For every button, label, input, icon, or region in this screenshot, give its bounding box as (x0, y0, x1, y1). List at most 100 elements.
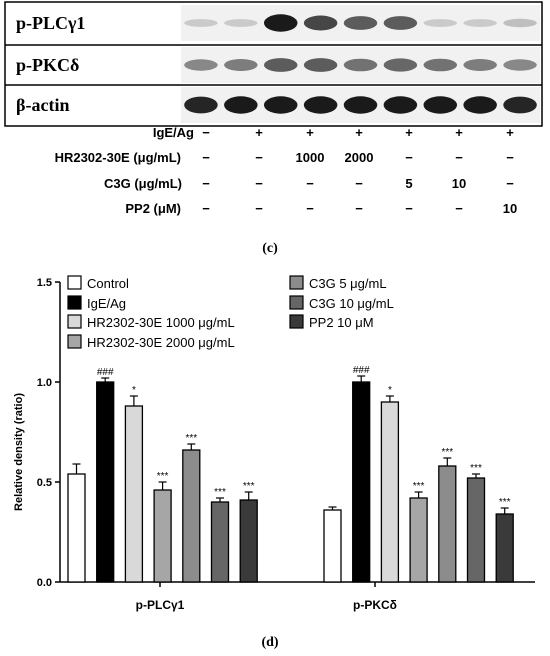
blot-band (463, 59, 497, 71)
legend-swatch (289, 275, 304, 290)
condition-label: C3G (μg/mL) (104, 176, 182, 191)
condition-value: − (306, 201, 314, 216)
legend-label: IgE/Ag (87, 296, 126, 311)
panel-label-c: (c) (262, 241, 278, 256)
blot-band (263, 58, 298, 72)
blot-band (423, 19, 458, 27)
bar (67, 473, 86, 583)
bar (466, 477, 486, 583)
x-tick-label: p-PLCγ1 (136, 598, 185, 612)
legend-swatch (67, 314, 82, 329)
condition-value: − (405, 201, 413, 216)
bar (210, 501, 230, 583)
y-axis-label: Relative density (ratio) (13, 393, 25, 511)
condition-label: HR2302-30E (μg/mL) (55, 150, 181, 165)
legend-label: C3G 10 μg/mL (309, 296, 394, 311)
bar (409, 497, 428, 583)
bar (495, 513, 514, 583)
condition-value: − (506, 150, 514, 165)
blot-band (303, 15, 338, 31)
condition-value: 10 (503, 201, 517, 216)
condition-value: 2000 (345, 150, 374, 165)
condition-value: − (355, 176, 363, 191)
blot-band (224, 59, 258, 71)
condition-value: + (255, 125, 263, 140)
legend-swatch (67, 275, 82, 290)
bar (153, 489, 172, 583)
blot-row-label: p-PKCδ (16, 55, 79, 75)
condition-value: + (506, 125, 514, 140)
condition-value: − (306, 176, 314, 191)
significance-label: * (132, 385, 136, 396)
condition-value: − (255, 176, 263, 191)
condition-value: 1000 (296, 150, 325, 165)
panel-label-d: (d) (261, 635, 278, 650)
blot-row-label: β-actin (16, 95, 69, 115)
condition-value: + (405, 125, 413, 140)
blot-band (184, 19, 218, 27)
legend-swatch (289, 314, 304, 329)
condition-value: − (455, 150, 463, 165)
condition-value: − (255, 150, 263, 165)
blot-band (503, 59, 537, 71)
blot-band (303, 58, 338, 72)
significance-label: * (388, 385, 392, 396)
bar (323, 509, 342, 583)
significance-label: ### (97, 367, 114, 378)
blot-band (224, 19, 258, 27)
bar (239, 499, 258, 583)
blot-band (184, 96, 218, 114)
condition-value: − (202, 125, 210, 140)
condition-value: − (405, 150, 413, 165)
bar (96, 381, 115, 583)
blot-row-label: p-PLCγ1 (16, 13, 85, 33)
condition-value: − (455, 201, 463, 216)
legend-label: HR2302-30E 1000 μg/mL (87, 315, 235, 330)
y-tick-label: 1.5 (37, 277, 52, 289)
bar (438, 465, 457, 583)
blot-band (423, 96, 458, 114)
blot-band (383, 58, 418, 72)
condition-value: − (355, 201, 363, 216)
y-tick-label: 0.0 (37, 577, 52, 589)
bar (182, 449, 201, 583)
bar (380, 401, 400, 583)
condition-value: − (202, 150, 210, 165)
condition-value: 5 (405, 176, 412, 191)
blot-band (383, 16, 418, 30)
significance-label: *** (441, 447, 453, 458)
condition-value: − (255, 201, 263, 216)
blot-band (303, 96, 338, 114)
significance-label: ### (353, 365, 370, 376)
blot-band (463, 19, 497, 27)
significance-label: *** (185, 433, 197, 444)
blot-band (263, 14, 298, 32)
legend-label: HR2302-30E 2000 μg/mL (87, 335, 235, 350)
condition-label: IgE/Ag (153, 125, 194, 140)
significance-label: *** (157, 471, 169, 482)
condition-value: − (202, 201, 210, 216)
y-tick-label: 0.5 (37, 477, 52, 489)
bar (352, 381, 371, 583)
legend-label: C3G 5 μg/mL (309, 276, 387, 291)
significance-label: *** (243, 481, 255, 492)
blot-band (463, 96, 497, 114)
bar-chart-panel: 0.0 0.5 1.0 1.5 Relative density (ratio) ### *… (13, 275, 535, 650)
blot-band (503, 96, 537, 114)
significance-label: *** (470, 463, 482, 474)
significance-label: *** (413, 481, 425, 492)
legend-swatch (67, 334, 82, 349)
condition-value: + (355, 125, 363, 140)
bar (124, 405, 144, 583)
blot-band (184, 59, 218, 71)
blot-band (343, 58, 378, 72)
condition-value: + (455, 125, 463, 140)
significance-label: *** (499, 497, 511, 508)
blot-band (383, 96, 418, 114)
legend-label: PP2 10 μM (309, 315, 374, 330)
blot-band (263, 96, 298, 114)
condition-value: − (506, 176, 514, 191)
legend-label: Control (87, 276, 129, 291)
blot-band (343, 16, 378, 30)
